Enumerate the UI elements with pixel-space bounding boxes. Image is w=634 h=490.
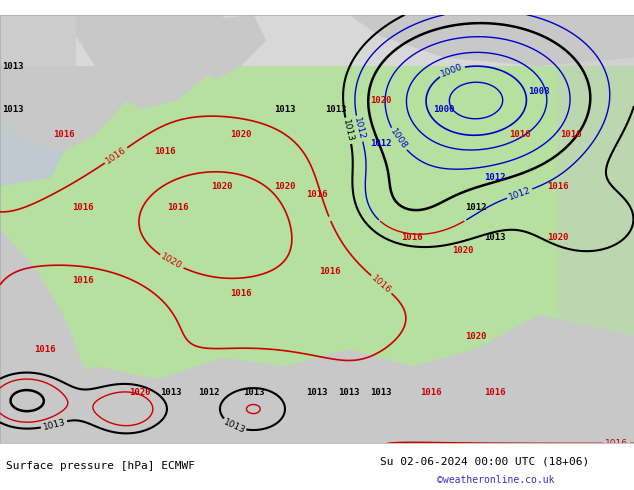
- Text: Su 02-06-2024 00:00 UTC (18+06): Su 02-06-2024 00:00 UTC (18+06): [380, 457, 590, 466]
- Text: 1012: 1012: [198, 388, 220, 396]
- Bar: [558, 36, 634, 443]
- Text: 1016: 1016: [420, 388, 442, 396]
- Text: 1016: 1016: [72, 276, 93, 285]
- Text: 1000: 1000: [433, 104, 455, 114]
- Text: 1020: 1020: [230, 130, 252, 139]
- Text: 1013: 1013: [484, 233, 505, 242]
- Text: 1016: 1016: [370, 273, 393, 295]
- Text: 1016: 1016: [72, 203, 93, 212]
- Text: 1012: 1012: [507, 185, 532, 202]
- Text: 1013: 1013: [338, 388, 359, 396]
- Text: 1016: 1016: [104, 145, 128, 166]
- Polygon shape: [0, 315, 634, 443]
- Text: 1012: 1012: [370, 139, 391, 148]
- Text: 1016: 1016: [547, 182, 569, 191]
- Text: 1016: 1016: [34, 344, 55, 354]
- Text: 1020: 1020: [547, 233, 569, 242]
- Text: ©weatheronline.co.uk: ©weatheronline.co.uk: [437, 475, 555, 485]
- Text: 1020: 1020: [129, 388, 150, 396]
- Text: 1016: 1016: [230, 289, 252, 298]
- Text: 1016: 1016: [484, 388, 505, 396]
- Text: 1013: 1013: [275, 104, 296, 114]
- Text: 1000: 1000: [439, 62, 464, 79]
- Polygon shape: [0, 15, 63, 186]
- Text: 1013: 1013: [2, 104, 23, 114]
- Text: 1016: 1016: [306, 190, 328, 199]
- Text: 1013: 1013: [160, 388, 182, 396]
- Text: 1013: 1013: [2, 62, 23, 71]
- Polygon shape: [0, 229, 89, 443]
- Text: 1020: 1020: [452, 246, 474, 255]
- Text: 1016: 1016: [154, 147, 176, 156]
- Text: 1016: 1016: [401, 233, 423, 242]
- Text: 1013: 1013: [306, 388, 328, 396]
- Bar: [0, 15, 634, 66]
- Text: 1016: 1016: [319, 268, 340, 276]
- Text: 1020: 1020: [370, 96, 391, 105]
- Text: 1013: 1013: [243, 388, 264, 396]
- Polygon shape: [178, 15, 266, 79]
- Text: 1020: 1020: [159, 252, 184, 271]
- Polygon shape: [0, 15, 139, 152]
- Text: 1013: 1013: [370, 388, 391, 396]
- Text: 1020: 1020: [465, 332, 486, 341]
- Text: 1016: 1016: [605, 439, 628, 448]
- Text: 1013: 1013: [223, 417, 247, 435]
- Text: 1012: 1012: [353, 117, 366, 141]
- Text: 1013: 1013: [342, 119, 355, 143]
- Text: 1016: 1016: [560, 130, 581, 139]
- Text: 1012: 1012: [465, 203, 486, 212]
- Text: 1016: 1016: [509, 130, 531, 139]
- Text: 1008: 1008: [528, 87, 550, 97]
- Text: 1012: 1012: [484, 173, 505, 182]
- Text: 1016: 1016: [167, 203, 188, 212]
- Text: 1013: 1013: [42, 417, 67, 432]
- Polygon shape: [349, 15, 634, 66]
- Text: 1016: 1016: [53, 130, 74, 139]
- Text: Surface pressure [hPa] ECMWF: Surface pressure [hPa] ECMWF: [6, 462, 195, 471]
- Text: 1020: 1020: [275, 182, 296, 191]
- Text: 1020: 1020: [211, 182, 233, 191]
- Polygon shape: [76, 15, 241, 109]
- Text: 1013: 1013: [325, 104, 347, 114]
- Text: 1008: 1008: [388, 127, 408, 151]
- Bar: [0, 15, 76, 66]
